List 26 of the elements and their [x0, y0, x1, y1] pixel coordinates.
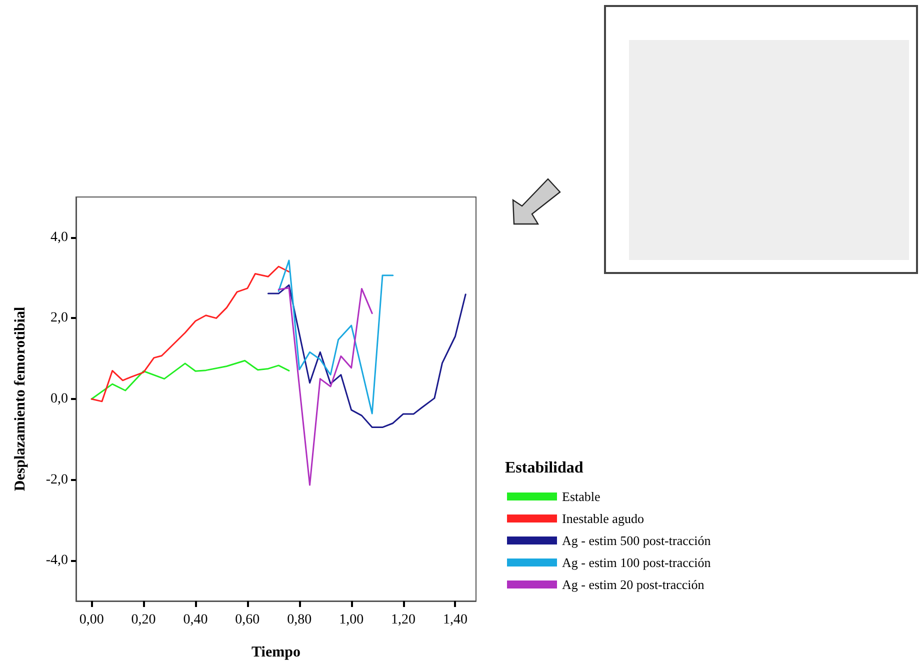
line-series: [278, 260, 394, 414]
y-tick-label: -2,0: [46, 472, 68, 488]
legend-label: Inestable agudo: [562, 511, 644, 526]
legend-label: Ag - estim 20 post-tracción: [562, 577, 705, 592]
y-tick-label: -4,0: [46, 553, 68, 568]
legend-label: Ag - estim 500 post-tracción: [562, 533, 712, 548]
x-tick-label: 0,80: [287, 612, 312, 628]
line-series: [278, 287, 373, 486]
x-tick-label: 0,00: [79, 612, 104, 628]
x-tick-label: 1,00: [339, 612, 364, 628]
y-tick-label: 4,0: [50, 230, 68, 245]
x-tick-label: 0,20: [131, 612, 156, 628]
legend-title: Estabilidad: [505, 460, 584, 476]
line-series: [90, 360, 290, 400]
x-tick-label: 1,40: [442, 612, 468, 628]
legend-label: Estable: [562, 489, 600, 504]
y-axis-title: Desplazamiento femorotibial: [12, 306, 28, 492]
line-series: [267, 284, 466, 428]
y-tick-label: 0,0: [50, 392, 68, 406]
line-series: [90, 266, 290, 402]
y-tick-label: 2,0: [50, 310, 68, 326]
x-axis-title: Tiempo: [252, 644, 300, 660]
x-tick-label: 1,20: [391, 612, 416, 628]
x-tick-label: 0,40: [183, 612, 208, 628]
legend-label: Ag - estim 100 post-tracción: [562, 555, 712, 570]
x-tick-label: 0,60: [235, 612, 260, 628]
